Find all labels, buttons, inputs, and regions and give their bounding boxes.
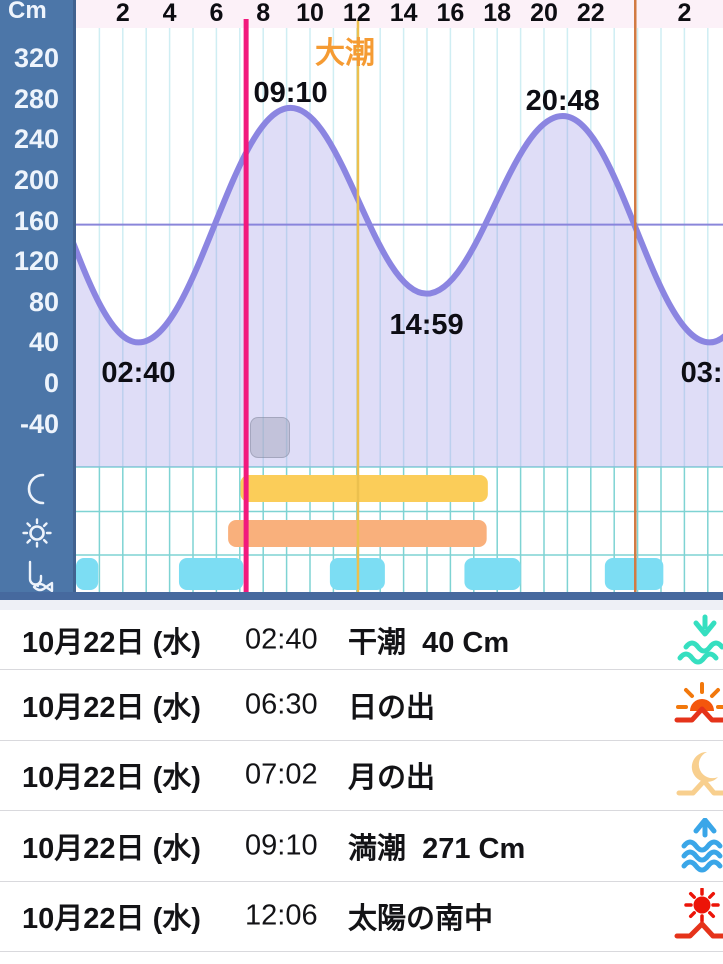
event-time: 12:06 [245,899,318,932]
tide-time-label: 20:48 [525,85,600,118]
hour-tick: 18 [483,0,512,27]
tide-graph[interactable] [0,0,723,600]
list-separator-strip [0,600,723,610]
hour-tick: 14 [389,0,418,27]
event-date: 10月22日 (水) [22,762,201,795]
event-label: 干潮 40 Cm [348,626,510,659]
hour-tick: 12 [342,0,371,27]
high-tide-icon [671,817,723,874]
tide-time-label: 02:40 [101,357,176,390]
hour-tick: 10 [296,0,324,27]
tide-type-badge: 大潮 [315,37,375,70]
tide-graph-section: Cm 320 280 240 200 160 120 80 40 0 -40 [0,0,723,600]
y-axis-tick: 0 [43,368,59,398]
tide-time-label: 03:0 [680,357,723,390]
low-tide-icon [671,612,723,668]
y-axis-tick: 280 [13,83,59,114]
tide-time-label: 09:10 [253,76,328,109]
hour-tick: 8 [256,0,271,27]
event-time: 06:30 [245,688,318,721]
event-label: 月の出 [348,762,436,795]
sun-icon [18,514,56,552]
event-row-partial [0,952,723,964]
moonrise-icon [671,747,723,803]
fish-activity-bar [178,558,244,590]
hour-tick: 16 [436,0,465,27]
sun-transit-icon [671,887,723,944]
event-label: 満潮 271 Cm [348,832,526,865]
event-row[interactable]: 10月22日 (水) 02:40 干潮 40 Cm [0,610,723,670]
event-row[interactable]: 10月22日 (水) 09:10 満潮 271 Cm [0,811,723,882]
y-axis-tick: 320 [13,43,59,74]
event-date: 10月22日 (水) [22,691,201,724]
y-axis-tick: 80 [28,286,59,317]
event-time: 09:10 [245,829,318,862]
tide-area-fill [0,107,723,467]
event-date: 10月22日 (水) [22,903,201,936]
y-axis-tick: -40 [19,408,59,439]
event-row[interactable]: 10月22日 (水) 12:06 太陽の南中 [0,881,723,952]
fishing-icon [18,558,56,596]
hour-tick: 20 [530,0,558,27]
event-date: 10月22日 (水) [22,626,201,659]
y-axis-tick: 240 [13,124,59,155]
time-scrubber-handle[interactable] [250,417,290,458]
y-axis-tick: 200 [13,165,59,195]
unit-label: Cm [8,0,47,24]
moon-up-bar [240,475,488,502]
event-row[interactable]: 10月22日 (水) 07:02 月の出 [0,740,723,811]
event-time: 07:02 [245,758,318,791]
event-label: 日の出 [348,691,436,724]
hour-tick: 6 [209,0,224,27]
hour-tick: 22 [576,0,605,27]
hour-tick: 2 [115,0,130,27]
y-axis-tick: 160 [13,205,59,236]
event-row[interactable]: 10月22日 (水) 06:30 日の出 [0,670,723,741]
event-time: 02:40 [245,623,318,655]
hour-tick: 2 [677,0,692,27]
y-axis-tick: 40 [28,327,59,358]
tide-event-list: 10月22日 (水) 02:40 干潮 40 Cm 10月22日 (水) 06:… [0,610,723,964]
tide-time-label: 14:59 [389,308,464,341]
y-axis-tick: 120 [13,246,59,277]
y-axis-sidebar: Cm 320 280 240 200 160 120 80 40 0 -40 [0,0,76,600]
hour-axis-strip [0,0,723,28]
hour-tick: 4 [162,0,177,27]
moon-icon [18,470,56,508]
event-date: 10月22日 (水) [22,832,201,865]
event-label: 太陽の南中 [348,903,494,936]
sunrise-icon [671,677,723,733]
fish-activity-bar [76,558,99,590]
chart-bottom-border [0,592,723,600]
fish-activity-bar [464,558,521,590]
tide-curve [0,104,723,346]
